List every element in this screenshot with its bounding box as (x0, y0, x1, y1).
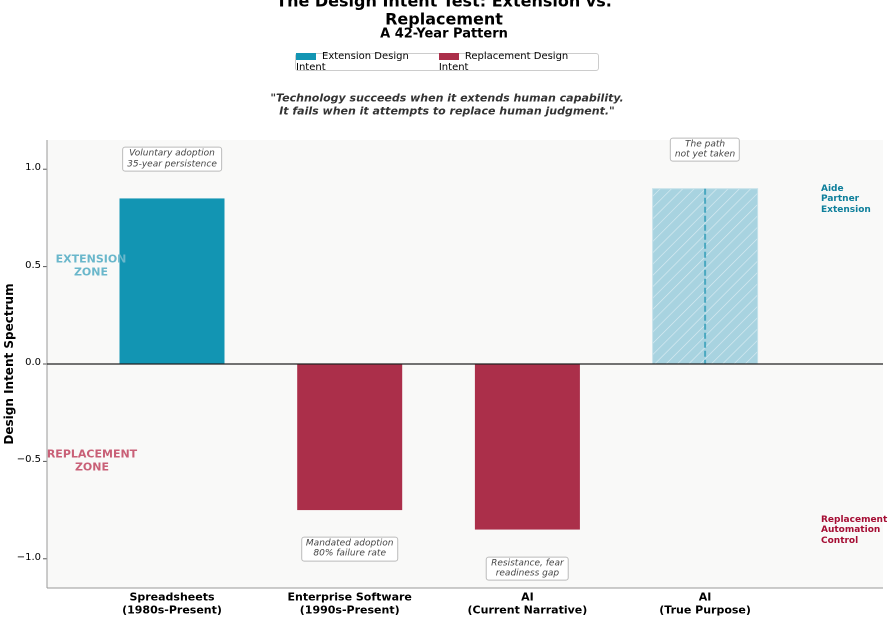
title: The Design Intent Test: Extension vs. Re… (276, 0, 612, 29)
side-label: Replacement Automation Control (821, 515, 888, 546)
subtitle: A 42-Year Pattern (380, 26, 508, 42)
legend-item: Extension Design Intent (296, 51, 439, 73)
zone-label: REPLACEMENT ZONE (46, 447, 138, 473)
y-tick-label: 1.0 (25, 162, 41, 174)
zone-label: EXTENSION ZONE (55, 252, 127, 278)
x-tick-label: Enterprise Software (1990s-Present) (287, 590, 412, 616)
legend-text: Replacement Design Intent (438, 51, 569, 73)
x-tick-label: Spreadsheets (1980s-Present) (122, 590, 222, 616)
bar (119, 198, 225, 364)
annotation: Resistance, fear readiness gap (486, 556, 569, 581)
legend-swatch (438, 52, 459, 60)
bar (297, 364, 403, 511)
x-tick-label: AI (True Purpose) (659, 590, 751, 616)
x-tick-label: AI (Current Narrative) (467, 590, 588, 616)
annotation: Mandated adoption 80% failure rate (300, 536, 399, 562)
y-tick-label: −0.5 (16, 454, 41, 466)
quote: "Technology succeeds when it extends hum… (270, 91, 624, 117)
legend-swatch (296, 52, 316, 60)
bar (474, 364, 580, 530)
y-tick-label: −1.0 (16, 551, 41, 563)
annotation: Voluntary adoption 35-year persistence (122, 147, 222, 172)
y-tick-label: 0.0 (25, 357, 41, 368)
annotation: The path not yet taken (669, 137, 741, 163)
legend-text: Extension Design Intent (296, 51, 409, 73)
y-tick-label: 0.5 (25, 259, 41, 271)
side-label: Aide Partner Extension (821, 184, 871, 215)
legend: Extension Design Intent Replacement Desig… (295, 51, 599, 73)
legend-item: Replacement Design Intent (438, 51, 598, 73)
